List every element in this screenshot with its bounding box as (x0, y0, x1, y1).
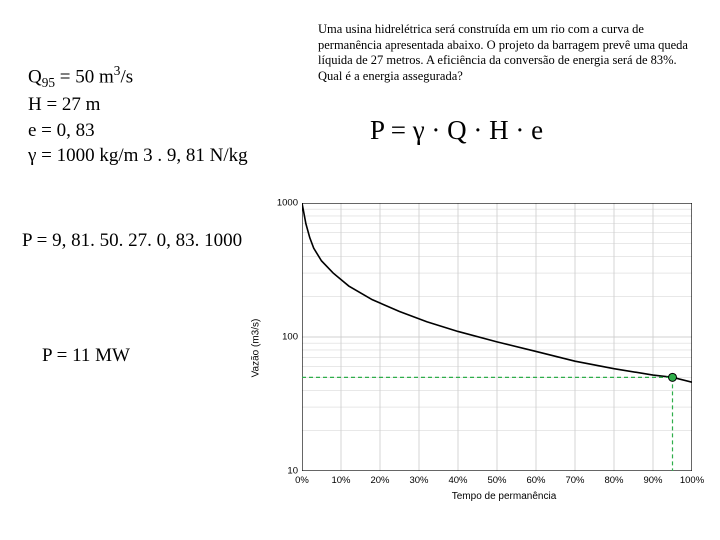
power-result: P = 11 MW (42, 345, 130, 367)
x-tick-label: 70% (565, 475, 584, 486)
q-value: = 50 m (55, 66, 114, 87)
gamma-value: = 1000 kg/m 3 . 9, 81 N/kg (36, 145, 247, 166)
power-calculation: P = 9, 81. 50. 27. 0, 83. 1000 (22, 230, 242, 252)
chart-svg (302, 203, 692, 471)
y-tick-label: 1000 (277, 198, 298, 209)
given-data: Q95 = 50 m3/s H = 27 m e = 0, 83 γ = 100… (28, 62, 248, 169)
x-tick-label: 40% (448, 475, 467, 486)
q-unit: /s (120, 66, 133, 87)
x-tick-label: 50% (487, 475, 506, 486)
x-tick-label: 10% (331, 475, 350, 486)
y-tick-label: 100 (282, 332, 298, 343)
result-text: P = 11 MW (42, 345, 130, 366)
problem-statement: Uma usina hidrelétrica será construída e… (318, 22, 702, 85)
q-subscript: 95 (42, 75, 55, 90)
formula-text: P = γ · Q · H · e (370, 115, 543, 145)
given-line-e: e = 0, 83 (28, 118, 248, 144)
x-tick-label: 90% (643, 475, 662, 486)
x-tick-label: 80% (604, 475, 623, 486)
plot-area: 1010010000%10%20%30%40%50%60%70%80%90%10… (302, 203, 692, 471)
given-line-q: Q95 = 50 m3/s (28, 62, 248, 92)
x-tick-label: 0% (295, 475, 309, 486)
x-tick-label: 20% (370, 475, 389, 486)
given-line-h: H = 27 m (28, 92, 248, 118)
power-formula: P = γ · Q · H · e (370, 115, 543, 146)
x-tick-label: 60% (526, 475, 545, 486)
x-tick-label: 30% (409, 475, 428, 486)
given-line-gamma: γ = 1000 kg/m 3 . 9, 81 N/kg (28, 143, 248, 169)
y-axis-label: Vazão (m3/s) (251, 318, 262, 377)
x-tick-label: 100% (680, 475, 704, 486)
q-symbol: Q (28, 66, 42, 87)
x-axis-label: Tempo de permanência (452, 491, 557, 502)
problem-text: Uma usina hidrelétrica será construída e… (318, 22, 688, 83)
calc-text: P = 9, 81. 50. 27. 0, 83. 1000 (22, 230, 242, 251)
flow-duration-chart: Vazão (m3/s) Tempo de permanência 101001… (262, 195, 702, 500)
